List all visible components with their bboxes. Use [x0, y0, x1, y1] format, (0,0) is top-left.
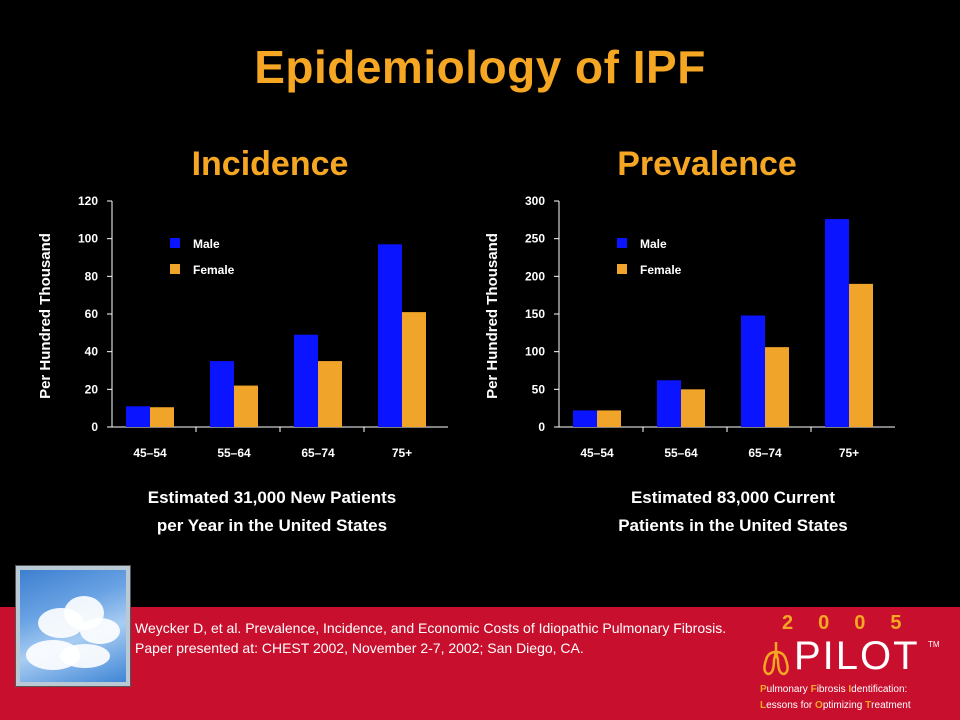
incidence-x-tick-label: 65–74	[301, 446, 335, 460]
incidence-bar-female-2	[318, 361, 342, 427]
logo-tagline: Pulmonary Fibrosis Identification: Lesso…	[760, 682, 911, 714]
incidence-y-tick-label: 80	[85, 269, 99, 283]
prevalence-x-tick-label: 75+	[839, 446, 859, 460]
prevalence-y-tick-label: 250	[525, 232, 545, 246]
incidence-x-tick-label: 45–54	[133, 446, 167, 460]
prevalence-legend-swatch-male	[617, 238, 627, 248]
prevalence-legend-swatch-female	[617, 264, 627, 274]
logo-trademark: TM	[928, 640, 940, 649]
prevalence-bar-male-0	[573, 410, 597, 427]
incidence-y-tick-label: 20	[85, 382, 99, 396]
prevalence-caption-line-1: Estimated 83,000 Current	[630, 488, 836, 507]
logo-tagline-line-2: Lessons for Optimizing Treatment	[760, 700, 911, 711]
prevalence-caption-line-2: Patients in the United States	[618, 516, 848, 535]
incidence-bar-female-0	[150, 407, 174, 427]
footer-band	[0, 607, 960, 720]
incidence-bar-male-2	[294, 334, 318, 427]
incidence-bar-male-0	[126, 406, 150, 427]
incidence-caption: Estimated 31,000 New Patients per Year i…	[82, 484, 462, 540]
prevalence-bar-male-3	[825, 219, 849, 427]
prevalence-bar-female-0	[597, 410, 621, 427]
pilot-logo: 2005 PILOT TM Pulmonary Fibrosis Identif…	[756, 612, 956, 716]
incidence-legend-label-female: Female	[193, 263, 235, 277]
prevalence-panel-title: Prevalence	[617, 145, 797, 183]
incidence-x-tick-label: 75+	[392, 446, 412, 460]
logo-name: PILOT	[794, 634, 920, 678]
lungs-icon	[763, 642, 789, 676]
incidence-panel-title: Incidence	[191, 145, 349, 183]
sky-clouds-image	[16, 566, 130, 686]
prevalence-x-tick-label: 55–64	[664, 446, 698, 460]
incidence-y-tick-label: 0	[91, 420, 98, 434]
incidence-y-axis-label: Per Hundred Thousand	[37, 233, 54, 399]
prevalence-x-tick-label: 45–54	[580, 446, 614, 460]
prevalence-y-tick-label: 150	[525, 307, 545, 321]
prevalence-legend-label-male: Male	[640, 237, 667, 251]
prevalence-y-tick-label: 0	[538, 420, 545, 434]
incidence-caption-line-1: Estimated 31,000 New Patients	[147, 488, 397, 507]
prevalence-y-tick-label: 100	[525, 345, 545, 359]
prevalence-bar-female-2	[765, 347, 789, 427]
incidence-x-tick-label: 55–64	[217, 446, 251, 460]
incidence-y-tick-label: 60	[85, 307, 99, 321]
logo-year: 2005	[782, 612, 927, 634]
citation-text: Weycker D, et al. Prevalence, Incidence,…	[135, 620, 727, 656]
incidence-bar-male-3	[378, 244, 402, 427]
incidence-bar-chart: 0 20 40 60 80 100 120 Per Hundred Thousand 45–54…	[37, 194, 448, 460]
incidence-bar-male-1	[210, 361, 234, 427]
incidence-y-tick-label: 120	[78, 194, 98, 208]
incidence-y-tick-label: 40	[85, 345, 99, 359]
incidence-caption-line-2: per Year in the United States	[156, 516, 388, 535]
incidence-legend-label-male: Male	[193, 237, 220, 251]
prevalence-bar-female-3	[849, 283, 873, 427]
prevalence-bar-chart: 0 50 100 150 200 250 300 Per Hundred Thousand 45…	[484, 194, 895, 460]
prevalence-y-tick-label: 200	[525, 269, 545, 283]
prevalence-bar-female-1	[681, 389, 705, 427]
incidence-bar-female-3	[402, 312, 426, 427]
prevalence-caption: Estimated 83,000 Current Patients in the…	[543, 484, 923, 540]
incidence-legend-swatch-male	[170, 238, 180, 248]
prevalence-x-tick-label: 65–74	[748, 446, 782, 460]
incidence-y-tick-label: 100	[78, 232, 98, 246]
prevalence-bar-male-2	[741, 315, 765, 427]
prevalence-legend-label-female: Female	[640, 263, 682, 277]
incidence-legend-swatch-female	[170, 264, 180, 274]
prevalence-bar-male-1	[657, 380, 681, 427]
prevalence-y-axis-label: Per Hundred Thousand	[484, 233, 501, 399]
logo-tagline-line-1: Pulmonary Fibrosis Identification:	[760, 684, 908, 695]
slide-title: Epidemiology of IPF	[254, 41, 706, 93]
prevalence-y-tick-label: 300	[525, 194, 545, 208]
incidence-bar-female-1	[234, 385, 258, 427]
prevalence-y-tick-label: 50	[532, 382, 546, 396]
